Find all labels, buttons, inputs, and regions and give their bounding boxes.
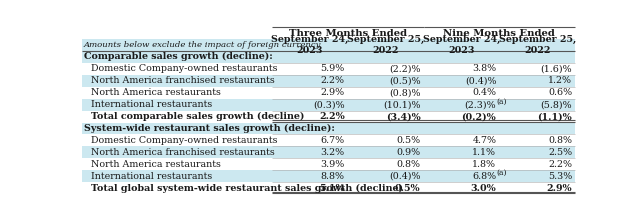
Bar: [83, 111, 575, 122]
Text: Amounts below exclude the impact of foreign currency: Amounts below exclude the impact of fore…: [84, 41, 321, 49]
Text: (2.2)%: (2.2)%: [389, 64, 420, 73]
Text: North America restaurants: North America restaurants: [92, 160, 221, 169]
Text: 0.4%: 0.4%: [472, 88, 496, 97]
Text: Three Months Ended: Three Months Ended: [289, 29, 407, 38]
Text: 0.8%: 0.8%: [548, 136, 572, 145]
Text: (0.8)%: (0.8)%: [389, 88, 420, 97]
Text: 1.8%: 1.8%: [472, 160, 496, 169]
Text: 0.6%: 0.6%: [548, 88, 572, 97]
Text: North America restaurants: North America restaurants: [92, 88, 221, 97]
Bar: [83, 170, 575, 182]
Bar: [83, 75, 575, 87]
Text: 0.8%: 0.8%: [397, 160, 420, 169]
Bar: [83, 122, 575, 134]
Bar: [83, 182, 575, 194]
Bar: [83, 146, 575, 158]
Text: (0.2)%: (0.2)%: [461, 112, 496, 121]
Text: September 24,
2023: September 24, 2023: [271, 35, 349, 55]
Text: (0.5)%: (0.5)%: [389, 76, 420, 85]
Text: 6.7%: 6.7%: [321, 136, 345, 145]
Text: 0.5%: 0.5%: [396, 136, 420, 145]
Text: (a): (a): [496, 169, 507, 177]
Bar: [83, 63, 575, 75]
Text: Nine Months Ended: Nine Months Ended: [444, 29, 556, 38]
Text: International restaurants: International restaurants: [92, 172, 212, 181]
Text: (0.3)%: (0.3)%: [313, 100, 345, 109]
Text: (2.3)%: (2.3)%: [465, 100, 496, 109]
Bar: [83, 27, 575, 39]
Text: 2.2%: 2.2%: [321, 76, 345, 85]
Text: System-wide restaurant sales growth (decline):: System-wide restaurant sales growth (dec…: [84, 124, 335, 133]
Bar: [83, 87, 575, 99]
Bar: [83, 99, 575, 111]
Text: 3.0%: 3.0%: [470, 184, 496, 193]
Text: Comparable sales growth (decline):: Comparable sales growth (decline):: [84, 52, 273, 62]
Text: (5.8)%: (5.8)%: [540, 100, 572, 109]
Text: 1.2%: 1.2%: [548, 76, 572, 85]
Bar: [83, 51, 575, 63]
Text: (1.1)%: (1.1)%: [538, 112, 572, 121]
Text: Total global system-wide restaurant sales growth (decline): Total global system-wide restaurant sale…: [92, 184, 403, 193]
Text: September 25,
2022: September 25, 2022: [499, 35, 576, 55]
Text: (1.6)%: (1.6)%: [540, 64, 572, 73]
Text: September 25,
2022: September 25, 2022: [347, 35, 424, 55]
Text: (a): (a): [496, 97, 507, 105]
Text: 5.3%: 5.3%: [548, 172, 572, 181]
Text: Total comparable sales growth (decline): Total comparable sales growth (decline): [92, 112, 305, 121]
Text: 0.9%: 0.9%: [396, 148, 420, 157]
Text: 2.2%: 2.2%: [319, 112, 345, 121]
Text: 6.8%: 6.8%: [472, 172, 496, 181]
Text: 4.7%: 4.7%: [472, 136, 496, 145]
Text: 5.1%: 5.1%: [319, 184, 345, 193]
Text: (0.4)%: (0.4)%: [389, 172, 420, 181]
Text: 1.1%: 1.1%: [472, 148, 496, 157]
Text: Domestic Company-owned restaurants: Domestic Company-owned restaurants: [92, 136, 278, 145]
Text: 0.5%: 0.5%: [395, 184, 420, 193]
Bar: [83, 134, 575, 146]
Text: (0.4)%: (0.4)%: [465, 76, 496, 85]
Text: 3.8%: 3.8%: [472, 64, 496, 73]
Text: (10.1)%: (10.1)%: [383, 100, 420, 109]
Text: 2.9%: 2.9%: [547, 184, 572, 193]
Text: Domestic Company-owned restaurants: Domestic Company-owned restaurants: [92, 64, 278, 73]
Text: 3.2%: 3.2%: [321, 148, 345, 157]
Text: 8.8%: 8.8%: [321, 172, 345, 181]
Text: 3.9%: 3.9%: [321, 160, 345, 169]
Text: 2.2%: 2.2%: [548, 160, 572, 169]
Text: North America franchised restaurants: North America franchised restaurants: [92, 76, 275, 85]
Text: 2.5%: 2.5%: [548, 148, 572, 157]
Text: 5.9%: 5.9%: [321, 64, 345, 73]
Text: September 24,
2023: September 24, 2023: [423, 35, 500, 55]
Text: International restaurants: International restaurants: [92, 100, 212, 109]
Bar: [83, 158, 575, 170]
Text: (3.4)%: (3.4)%: [386, 112, 420, 121]
Text: North America franchised restaurants: North America franchised restaurants: [92, 148, 275, 157]
Text: 2.9%: 2.9%: [321, 88, 345, 97]
Bar: [83, 39, 575, 51]
